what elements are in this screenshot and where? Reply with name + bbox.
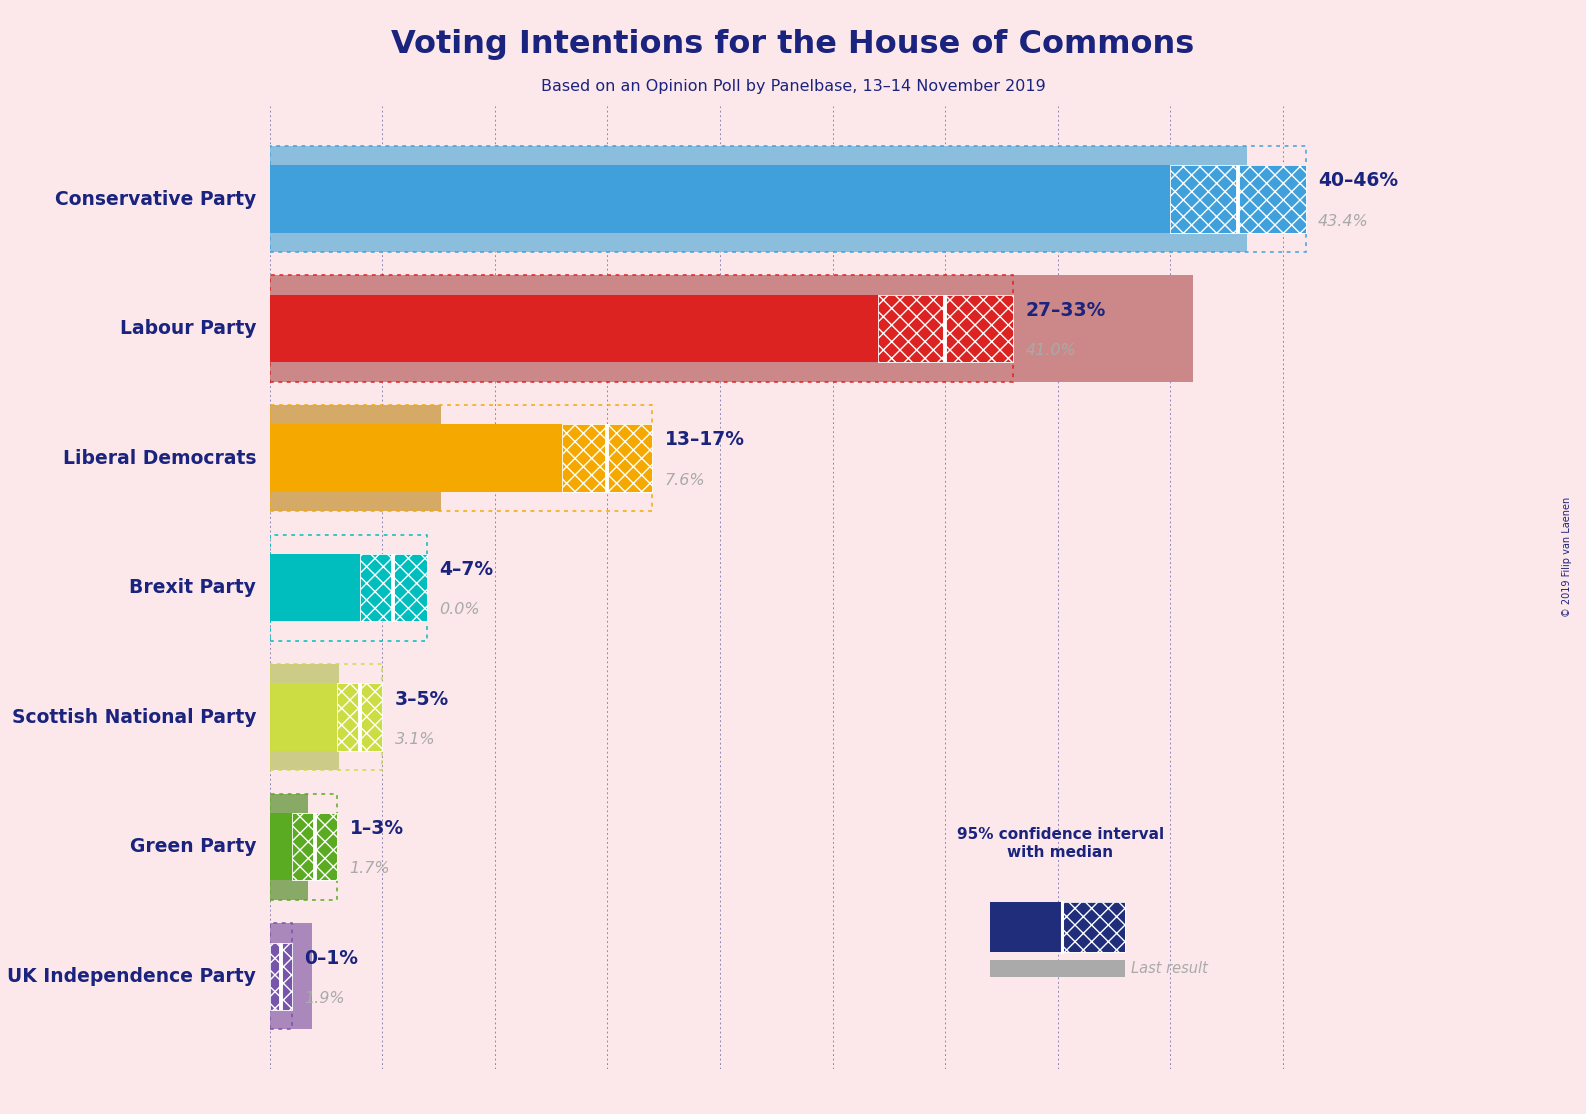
Bar <box>338 684 382 751</box>
Text: 1–3%: 1–3% <box>349 819 404 838</box>
Text: 1.9%: 1.9% <box>305 990 346 1006</box>
Bar <box>270 275 1013 382</box>
Bar <box>270 275 1193 382</box>
Text: 4–7%: 4–7% <box>439 560 493 579</box>
Bar <box>360 554 427 622</box>
Bar <box>270 405 441 511</box>
Bar <box>270 146 1305 252</box>
Bar <box>270 535 427 641</box>
Text: 3–5%: 3–5% <box>395 690 449 709</box>
Bar <box>990 960 1126 977</box>
Bar <box>270 664 339 770</box>
Bar <box>563 424 652 491</box>
Text: Brexit Party: Brexit Party <box>128 578 255 597</box>
Bar <box>270 664 382 770</box>
Bar <box>270 295 877 362</box>
Bar <box>270 924 312 1029</box>
Text: 0.0%: 0.0% <box>439 603 481 617</box>
Text: Based on an Opinion Poll by Panelbase, 13–14 November 2019: Based on an Opinion Poll by Panelbase, 1… <box>541 79 1045 95</box>
Bar <box>292 813 338 880</box>
Bar <box>270 813 292 880</box>
Text: 13–17%: 13–17% <box>665 430 745 449</box>
Text: 95% confidence interval
with median: 95% confidence interval with median <box>956 828 1164 860</box>
Bar <box>990 902 1063 951</box>
Bar <box>877 295 1013 362</box>
Text: 43.4%: 43.4% <box>1318 214 1369 228</box>
Bar <box>270 793 308 900</box>
Bar <box>270 684 338 751</box>
Text: 41.0%: 41.0% <box>1025 343 1075 358</box>
Bar <box>270 554 360 622</box>
Text: Green Party: Green Party <box>130 837 255 857</box>
Bar <box>1063 902 1126 951</box>
Text: 1.7%: 1.7% <box>349 861 390 877</box>
Text: 3.1%: 3.1% <box>395 732 435 746</box>
Bar <box>270 424 563 491</box>
Bar <box>1170 165 1305 233</box>
Bar <box>563 424 652 491</box>
Bar <box>270 942 292 1010</box>
Text: UK Independence Party: UK Independence Party <box>8 967 255 986</box>
Bar <box>360 554 427 622</box>
Text: 0–1%: 0–1% <box>305 948 358 968</box>
Text: © 2019 Filip van Laenen: © 2019 Filip van Laenen <box>1562 497 1572 617</box>
Bar <box>1063 902 1126 951</box>
Bar <box>877 295 1013 362</box>
Text: 27–33%: 27–33% <box>1025 301 1105 320</box>
Text: Voting Intentions for the House of Commons: Voting Intentions for the House of Commo… <box>392 29 1194 60</box>
Text: Last result: Last result <box>1131 961 1209 976</box>
Text: 40–46%: 40–46% <box>1318 172 1399 190</box>
Bar <box>270 942 292 1010</box>
Bar <box>338 684 382 751</box>
Text: Conservative Party: Conservative Party <box>56 189 255 208</box>
Bar <box>270 146 1247 252</box>
Bar <box>292 813 338 880</box>
Bar <box>270 405 652 511</box>
Text: Scottish National Party: Scottish National Party <box>11 707 255 726</box>
Bar <box>270 793 338 900</box>
Text: Labour Party: Labour Party <box>119 319 255 339</box>
Bar <box>270 165 1170 233</box>
Bar <box>270 924 292 1029</box>
Text: Liberal Democrats: Liberal Democrats <box>62 449 255 468</box>
Bar <box>1170 165 1305 233</box>
Text: 7.6%: 7.6% <box>665 472 706 488</box>
